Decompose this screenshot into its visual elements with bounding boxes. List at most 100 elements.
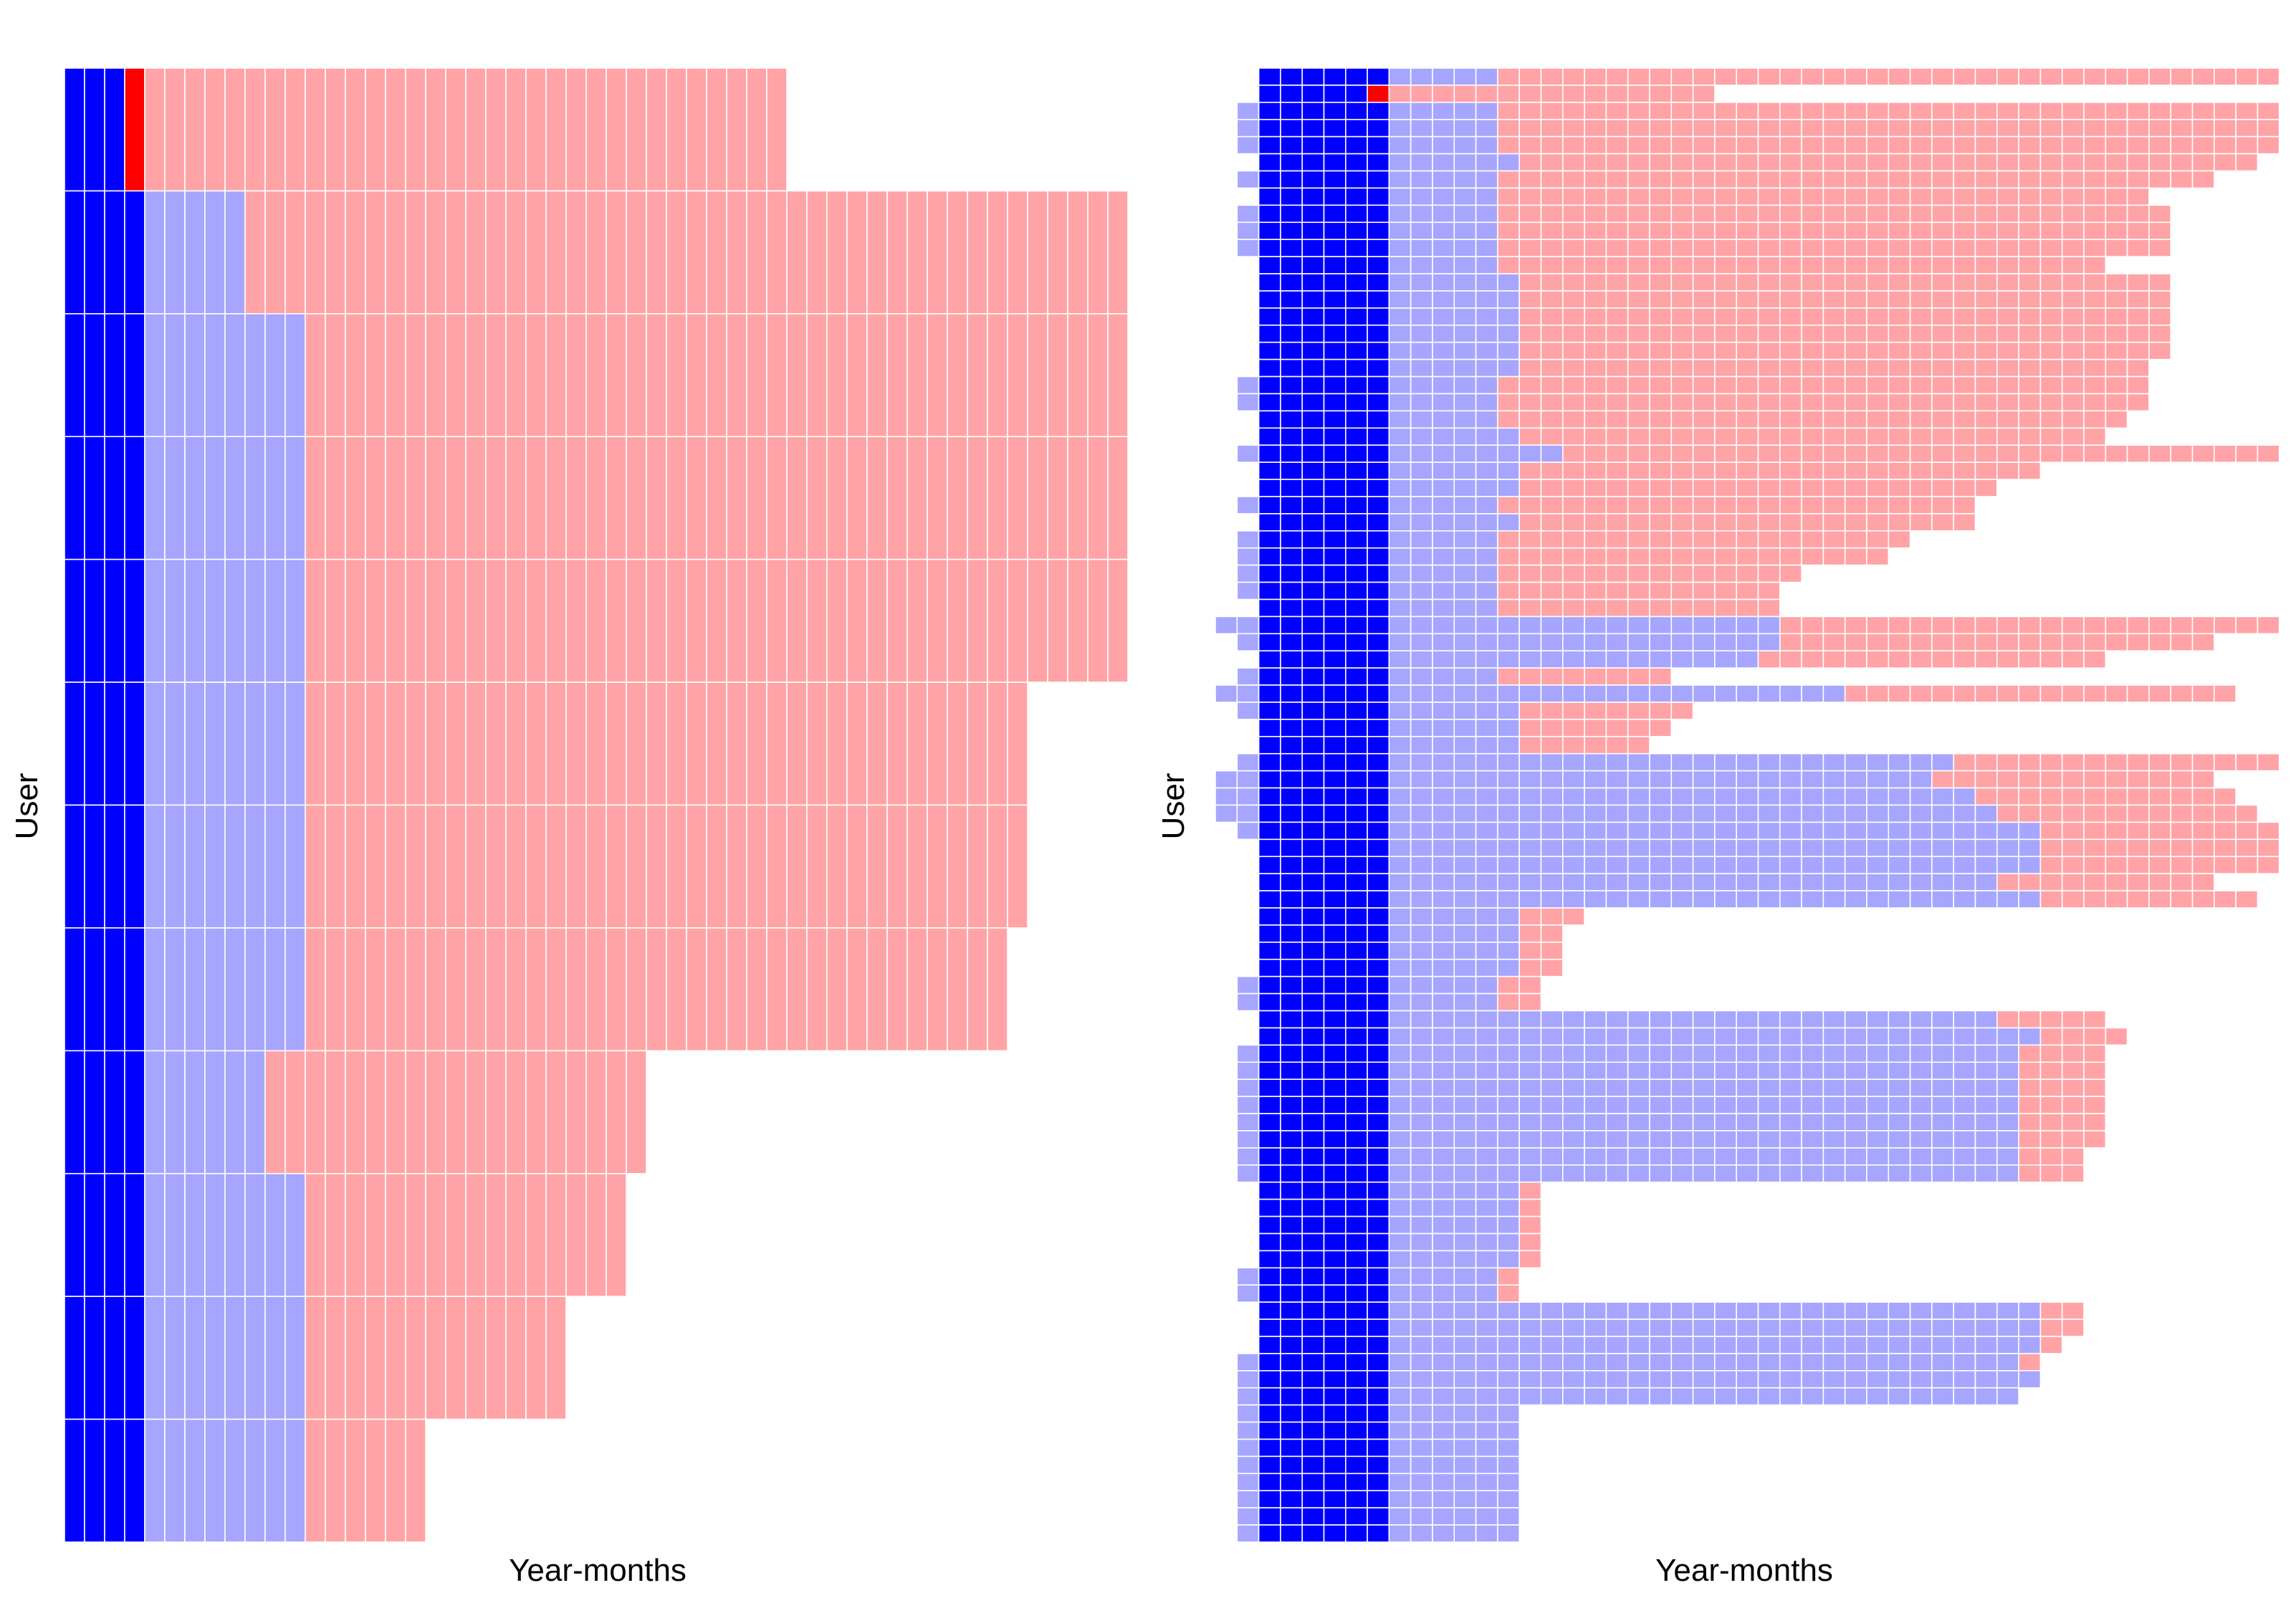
heatmap-cell-light-blue (1931, 1319, 1954, 1337)
heatmap-cell-light-red (2083, 787, 2107, 806)
heatmap-cell-light-red (305, 1418, 326, 1543)
heatmap-cell-light-red (2061, 684, 2085, 703)
heatmap-cell-light-blue (1497, 1027, 1520, 1046)
heatmap-cell-light-red (2061, 633, 2085, 652)
heatmap-cell-light-blue (1518, 1319, 1542, 1337)
heatmap-cell-strong-blue (1345, 736, 1368, 755)
heatmap-cell-light-blue (1562, 684, 1585, 703)
heatmap-cell-light-red (1540, 204, 1564, 224)
heatmap-cell-strong-blue (1345, 393, 1368, 412)
heatmap-cell-light-blue (1844, 873, 1867, 891)
heatmap-cell-light-blue (1388, 135, 1412, 155)
heatmap-cell-light-blue (1584, 633, 1607, 652)
heatmap-cell-light-red (1909, 290, 1933, 309)
heatmap-cell-light-blue (1605, 1336, 1629, 1354)
heatmap-cell-light-red (967, 927, 988, 1052)
heatmap-cell-strong-blue (1367, 804, 1390, 823)
heatmap-cell-light-red (1605, 341, 1629, 360)
heatmap-cell-light-blue (1432, 530, 1455, 549)
heatmap-cell-light-blue (224, 1296, 246, 1420)
heatmap-cell-light-red (1736, 581, 1759, 600)
heatmap-cell-light-blue (1410, 118, 1433, 138)
heatmap-cell-light-blue (1931, 1130, 1954, 1149)
heatmap-cell-light-red (445, 436, 467, 560)
heatmap-cell-light-red (1888, 393, 1911, 412)
heatmap-cell-light-red (1518, 410, 1542, 429)
heatmap-cell-light-red (1540, 375, 1564, 395)
heatmap-cell-strong-blue (1280, 1336, 1304, 1354)
heatmap-cell-light-blue (1497, 1524, 1520, 1543)
heatmap-cell-strong-blue (1280, 924, 1304, 943)
heatmap-cell-light-red (1087, 313, 1109, 438)
heatmap-cell-light-red (686, 804, 707, 929)
heatmap-cell-light-red (1866, 616, 1890, 635)
heatmap-cell-strong-blue (1345, 102, 1368, 120)
heatmap-cell-strong-blue (1280, 273, 1304, 292)
heatmap-cell-strong-blue (1323, 444, 1346, 463)
heatmap-cell-light-blue (1540, 684, 1564, 703)
heatmap-cell-strong-blue (1280, 479, 1304, 497)
heatmap-cell-light-blue (1497, 890, 1520, 909)
heatmap-cell-light-red (2148, 616, 2171, 635)
heatmap-cell-light-red (1822, 67, 1846, 86)
heatmap-cell-light-red (846, 436, 868, 560)
heatmap-cell-light-blue (1779, 1010, 1802, 1029)
heatmap-cell-strong-blue (1258, 1147, 1281, 1166)
heatmap-cell-light-red (1714, 496, 1737, 515)
heatmap-cell-strong-blue (1280, 187, 1304, 206)
heatmap-cell-light-blue (1931, 1061, 1954, 1081)
heatmap-cell-light-red (505, 558, 527, 683)
heatmap-cell-light-red (1996, 187, 2019, 206)
heatmap-cell-light-blue (1627, 1096, 1650, 1114)
heatmap-cell-light-blue (1410, 530, 1433, 549)
heatmap-cell-light-blue (1844, 838, 1867, 858)
heatmap-cell-light-red (505, 927, 527, 1052)
heatmap-cell-light-blue (1453, 479, 1477, 497)
heatmap-cell-light-red (345, 1296, 366, 1420)
heatmap-cell-light-red (1974, 324, 1998, 343)
heatmap-cell-light-red (565, 436, 587, 560)
heatmap-cell-light-blue (1822, 787, 1846, 806)
heatmap-cell-strong-blue (1258, 221, 1281, 240)
heatmap-cell-light-blue (1888, 1370, 1911, 1389)
heatmap-cell-strong-blue (1345, 170, 1368, 189)
heatmap-cell-light-blue (224, 681, 246, 806)
heatmap-cell-strong-blue (1301, 239, 1325, 257)
heatmap-cell-light-red (1047, 190, 1068, 315)
heatmap-cell-light-red (1518, 239, 1542, 257)
heatmap-cell-light-red (1974, 118, 1998, 138)
heatmap-cell-light-red (2148, 633, 2171, 652)
heatmap-cell-light-red (2018, 341, 2042, 360)
heatmap-cell-light-red (987, 558, 1008, 683)
heatmap-cell-light-red (1757, 444, 1781, 463)
heatmap-cell-light-red (365, 190, 386, 315)
heatmap-cell-light-blue (1562, 1370, 1585, 1389)
heatmap-cell-light-blue (1540, 890, 1564, 909)
heatmap-cell-light-red (1584, 513, 1607, 532)
heatmap-cell-light-blue (164, 927, 186, 1052)
heatmap-cell-light-red (565, 190, 587, 315)
heatmap-cell-light-red (2061, 856, 2085, 874)
heatmap-cell-strong-blue (1323, 650, 1346, 669)
heatmap-cell-light-red (1801, 118, 1824, 138)
heatmap-cell-strong-blue (1280, 1421, 1304, 1440)
heatmap-cell-light-red (2018, 633, 2042, 652)
heatmap-cell-strong-blue (1367, 187, 1390, 206)
heatmap-cell-light-red (1540, 410, 1564, 429)
heatmap-cell-light-blue (204, 804, 226, 929)
heatmap-cell-light-red (1692, 410, 1716, 429)
heatmap-cell-light-blue (1822, 1044, 1846, 1063)
heatmap-cell-strong-blue (84, 313, 105, 438)
heatmap-cell-light-red (1627, 736, 1650, 755)
heatmap-cell-light-blue (1584, 1130, 1607, 1149)
heatmap-cell-light-red (1584, 427, 1607, 446)
heatmap-cell-light-red (1670, 444, 1694, 463)
heatmap-cell-light-red (2083, 1130, 2107, 1149)
heatmap-cell-light-blue (1388, 1147, 1412, 1166)
heatmap-cell-light-red (1670, 290, 1694, 309)
heatmap-cell-light-red (1909, 204, 1933, 224)
heatmap-cell-light-blue (1410, 324, 1433, 343)
heatmap-cell-light-red (2214, 787, 2237, 806)
heatmap-cell-light-blue (1844, 1061, 1867, 1081)
heatmap-cell-light-blue (1931, 1164, 1954, 1183)
